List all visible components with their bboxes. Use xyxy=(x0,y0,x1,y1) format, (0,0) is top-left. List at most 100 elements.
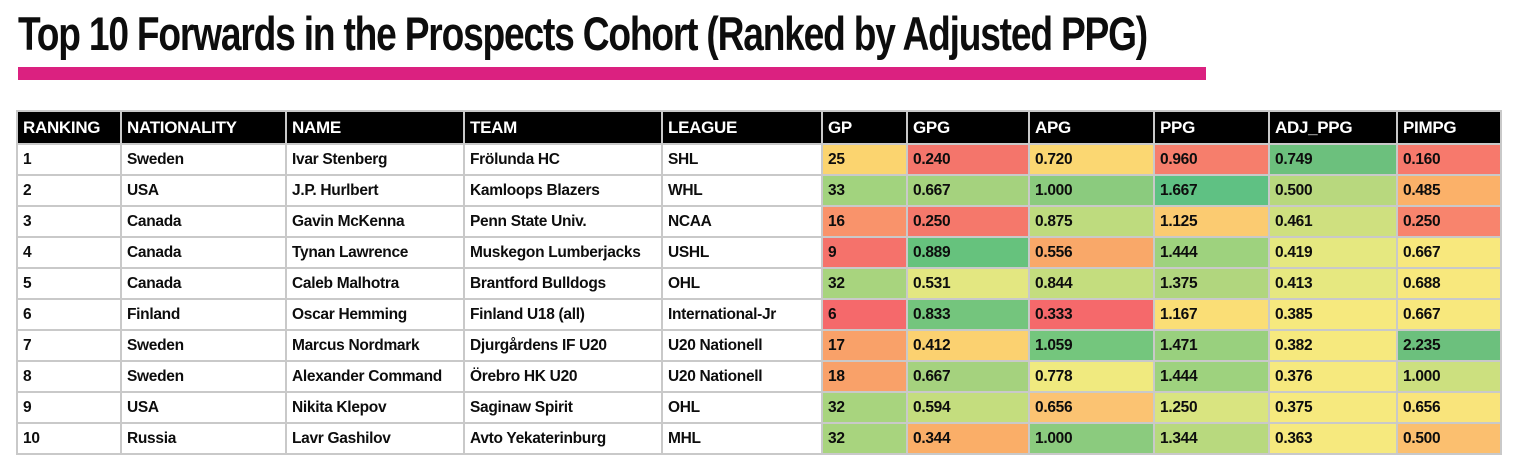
cell-ppg: 1.375 xyxy=(1153,267,1270,300)
cell-nationality: Finland xyxy=(120,298,287,331)
cell-gpg: 0.344 xyxy=(906,422,1030,455)
page-title: Top 10 Forwards in the Prospects Cohort … xyxy=(18,7,1148,60)
cell-pimpg: 0.500 xyxy=(1396,422,1502,455)
cell-team: Finland U18 (all) xyxy=(463,298,663,331)
cell-nationality: Canada xyxy=(120,267,287,300)
col-header-ppg: PPG xyxy=(1153,110,1270,145)
cell-ranking: 1 xyxy=(16,143,122,176)
cell-team: Avto Yekaterinburg xyxy=(463,422,663,455)
cell-apg: 0.333 xyxy=(1028,298,1155,331)
cell-gp: 33 xyxy=(821,174,908,207)
cell-gp: 17 xyxy=(821,329,908,362)
cell-gpg: 0.240 xyxy=(906,143,1030,176)
cell-adj-ppg: 0.376 xyxy=(1268,360,1398,393)
cell-ranking: 8 xyxy=(16,360,122,393)
cell-name: Gavin McKenna xyxy=(285,205,465,238)
cell-pimpg: 2.235 xyxy=(1396,329,1502,362)
cell-apg: 1.000 xyxy=(1028,422,1155,455)
cell-league: SHL xyxy=(661,143,823,176)
cell-gpg: 0.594 xyxy=(906,391,1030,424)
col-header-ranking: RANKING xyxy=(16,110,122,145)
cell-gpg: 0.667 xyxy=(906,360,1030,393)
cell-name: Ivar Stenberg xyxy=(285,143,465,176)
cell-nationality: Sweden xyxy=(120,329,287,362)
cell-ranking: 10 xyxy=(16,422,122,455)
cell-adj-ppg: 0.363 xyxy=(1268,422,1398,455)
cell-ranking: 5 xyxy=(16,267,122,300)
table-row: 5 Canada Caleb Malhotra Brantford Bulldo… xyxy=(16,267,1502,300)
cell-pimpg: 0.160 xyxy=(1396,143,1502,176)
cell-league: U20 Nationell xyxy=(661,360,823,393)
table-body: 1 Sweden Ivar Stenberg Frölunda HC SHL 2… xyxy=(16,143,1502,455)
cell-adj-ppg: 0.500 xyxy=(1268,174,1398,207)
cell-gpg: 0.531 xyxy=(906,267,1030,300)
col-header-gpg: GPG xyxy=(906,110,1030,145)
cell-league: USHL xyxy=(661,236,823,269)
cell-league: OHL xyxy=(661,267,823,300)
cell-name: J.P. Hurlbert xyxy=(285,174,465,207)
cell-gp: 18 xyxy=(821,360,908,393)
cell-nationality: Russia xyxy=(120,422,287,455)
cell-ranking: 4 xyxy=(16,236,122,269)
cell-nationality: USA xyxy=(120,174,287,207)
cell-ranking: 6 xyxy=(16,298,122,331)
title-underline-bar xyxy=(18,67,1206,80)
table-row: 7 Sweden Marcus Nordmark Djurgårdens IF … xyxy=(16,329,1502,362)
cell-name: Marcus Nordmark xyxy=(285,329,465,362)
cell-pimpg: 0.250 xyxy=(1396,205,1502,238)
cell-gpg: 0.833 xyxy=(906,298,1030,331)
col-header-nationality: NATIONALITY xyxy=(120,110,287,145)
cell-gp: 6 xyxy=(821,298,908,331)
cell-ranking: 9 xyxy=(16,391,122,424)
col-header-pimpg: PIMPG xyxy=(1396,110,1502,145)
cell-ppg: 0.960 xyxy=(1153,143,1270,176)
header-row: RANKING NATIONALITY NAME TEAM LEAGUE GP … xyxy=(16,110,1502,145)
cell-league: MHL xyxy=(661,422,823,455)
cell-adj-ppg: 0.385 xyxy=(1268,298,1398,331)
cell-league: WHL xyxy=(661,174,823,207)
cell-adj-ppg: 0.749 xyxy=(1268,143,1398,176)
cell-gp: 25 xyxy=(821,143,908,176)
table-row: 4 Canada Tynan Lawrence Muskegon Lumberj… xyxy=(16,236,1502,269)
cell-name: Oscar Hemming xyxy=(285,298,465,331)
cell-ppg: 1.125 xyxy=(1153,205,1270,238)
table-row: 3 Canada Gavin McKenna Penn State Univ. … xyxy=(16,205,1502,238)
cell-apg: 0.844 xyxy=(1028,267,1155,300)
cell-league: U20 Nationell xyxy=(661,329,823,362)
cell-name: Caleb Malhotra xyxy=(285,267,465,300)
cell-league: OHL xyxy=(661,391,823,424)
table-row: 1 Sweden Ivar Stenberg Frölunda HC SHL 2… xyxy=(16,143,1502,176)
cell-pimpg: 0.667 xyxy=(1396,236,1502,269)
cell-adj-ppg: 0.419 xyxy=(1268,236,1398,269)
cell-gp: 32 xyxy=(821,391,908,424)
cell-apg: 0.656 xyxy=(1028,391,1155,424)
cell-league: NCAA xyxy=(661,205,823,238)
cell-ppg: 1.344 xyxy=(1153,422,1270,455)
cell-pimpg: 1.000 xyxy=(1396,360,1502,393)
cell-ppg: 1.167 xyxy=(1153,298,1270,331)
cell-team: Örebro HK U20 xyxy=(463,360,663,393)
page: Top 10 Forwards in the Prospects Cohort … xyxy=(16,7,1502,455)
table-row: 9 USA Nikita Klepov Saginaw Spirit OHL 3… xyxy=(16,391,1502,424)
cell-ppg: 1.444 xyxy=(1153,360,1270,393)
cell-pimpg: 0.656 xyxy=(1396,391,1502,424)
cell-nationality: Sweden xyxy=(120,360,287,393)
cell-gpg: 0.889 xyxy=(906,236,1030,269)
cell-team: Djurgårdens IF U20 xyxy=(463,329,663,362)
cell-apg: 0.556 xyxy=(1028,236,1155,269)
cell-adj-ppg: 0.382 xyxy=(1268,329,1398,362)
cell-gp: 16 xyxy=(821,205,908,238)
cell-ppg: 1.471 xyxy=(1153,329,1270,362)
col-header-adj-ppg: ADJ_PPG xyxy=(1268,110,1398,145)
cell-name: Nikita Klepov xyxy=(285,391,465,424)
cell-nationality: Sweden xyxy=(120,143,287,176)
cell-name: Tynan Lawrence xyxy=(285,236,465,269)
cell-gp: 32 xyxy=(821,422,908,455)
cell-name: Lavr Gashilov xyxy=(285,422,465,455)
cell-apg: 1.000 xyxy=(1028,174,1155,207)
cell-apg: 0.778 xyxy=(1028,360,1155,393)
cell-nationality: USA xyxy=(120,391,287,424)
cell-league: International-Jr xyxy=(661,298,823,331)
cell-pimpg: 0.688 xyxy=(1396,267,1502,300)
table-row: 8 Sweden Alexander Command Örebro HK U20… xyxy=(16,360,1502,393)
